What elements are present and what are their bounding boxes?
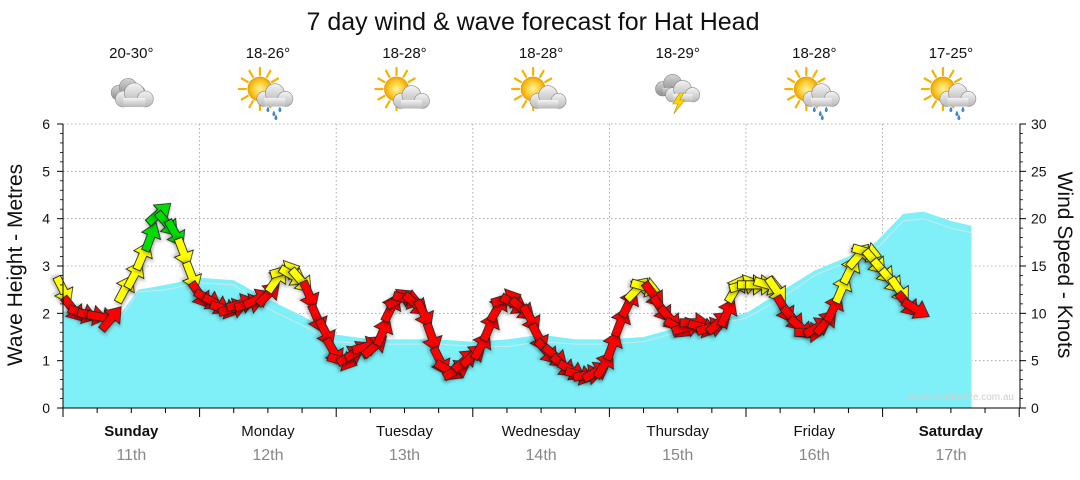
partly-cloudy-icon: [374, 66, 430, 112]
y-tick-label-left: 3: [42, 258, 50, 274]
wave-height-area: [63, 211, 972, 408]
date-label: 17th: [935, 447, 966, 464]
weather-icons: 20-30° 18-26° 18-28° 18-28° 18-29° 18-28° 17-2…: [109, 45, 977, 121]
wind-arrows: [52, 202, 930, 386]
day-label: Wednesday: [502, 423, 581, 440]
wind-arrow: [602, 330, 623, 362]
watermark: www.seabreeze.com.au: [907, 392, 1014, 403]
wind-arrow-shape: [173, 236, 194, 268]
date-label: 11th: [116, 447, 146, 464]
y-tick-label-left: 5: [42, 163, 50, 179]
wind-arrow-shape: [900, 297, 930, 319]
y-tick-label-right: 30: [1031, 116, 1047, 132]
wind-arrow-shape: [299, 279, 320, 310]
partly-cloudy-icon: [510, 66, 567, 112]
temp-range: 18-26°: [246, 45, 290, 62]
temp-range: 18-28°: [382, 45, 426, 62]
wind-arrow-shape: [413, 298, 435, 329]
wind-arrow: [173, 236, 194, 268]
temp-range: 20-30°: [109, 45, 153, 62]
sun-cloud-rain-icon: [920, 66, 977, 121]
temp-range: 17-25°: [929, 45, 973, 62]
temp-range: 18-28°: [519, 45, 563, 62]
wind-arrow-shape: [140, 221, 162, 253]
day-label: Saturday: [919, 423, 984, 440]
day-label: Monday: [241, 423, 295, 440]
date-label: 12th: [252, 447, 283, 464]
wind-arrow: [413, 298, 435, 329]
wind-arrow: [716, 298, 738, 329]
y-tick-label-right: 20: [1031, 211, 1047, 227]
wind-arrow: [372, 316, 394, 348]
wind-arrow: [900, 297, 930, 319]
y-axis-left-label: Wave Height - Metres: [4, 164, 27, 366]
wind-arrow-shape: [602, 330, 623, 362]
day-label: Thursday: [646, 423, 709, 440]
date-label: 14th: [526, 447, 557, 464]
chart-title: 7 day wind & wave forecast for Hat Head: [306, 8, 759, 36]
y-tick-label-right: 5: [1031, 353, 1039, 369]
wind-arrow: [299, 279, 320, 310]
y-tick-label-right: 25: [1031, 163, 1047, 179]
wind-arrow-shape: [98, 306, 122, 333]
sun-cloud-rain-icon: [237, 66, 294, 121]
y-tick-label-right: 10: [1031, 305, 1047, 321]
y-tick-label-left: 2: [42, 305, 50, 321]
date-label: 15th: [662, 447, 693, 464]
y-tick-label-right: 0: [1031, 400, 1039, 416]
storm-icon: [655, 74, 700, 115]
date-label: 13th: [389, 447, 420, 464]
wind-arrow: [140, 221, 162, 253]
wind-arrow-shape: [372, 316, 394, 348]
axes: 0 1 2 3 4 5 6 0 5 10 15 20 25 30 Sunday 11th Monday 12th T…: [42, 116, 1047, 464]
sun-cloud-rain-icon: [784, 66, 840, 121]
wind-arrow: [98, 306, 122, 333]
y-tick-label-left: 4: [42, 211, 50, 227]
date-label: 16th: [799, 447, 830, 464]
y-axis-right-label: Wind Speed - Knots: [1053, 172, 1076, 359]
wind-arrow: [610, 307, 632, 338]
cloudy-icon: [110, 78, 154, 108]
y-tick-label-left: 1: [42, 353, 50, 369]
wind-arrow-shape: [422, 321, 443, 353]
temp-range: 18-29°: [656, 45, 700, 62]
day-label: Tuesday: [376, 423, 433, 440]
wind-arrow: [422, 321, 443, 353]
wind-arrow-shape: [610, 307, 632, 338]
temp-range: 18-28°: [792, 45, 836, 62]
y-tick-label-left: 6: [42, 116, 50, 132]
day-label: Friday: [793, 423, 835, 440]
day-label: Sunday: [104, 423, 159, 440]
wind-arrow-shape: [716, 298, 738, 329]
y-tick-label-left: 0: [42, 400, 50, 416]
y-tick-label-right: 15: [1031, 258, 1047, 274]
